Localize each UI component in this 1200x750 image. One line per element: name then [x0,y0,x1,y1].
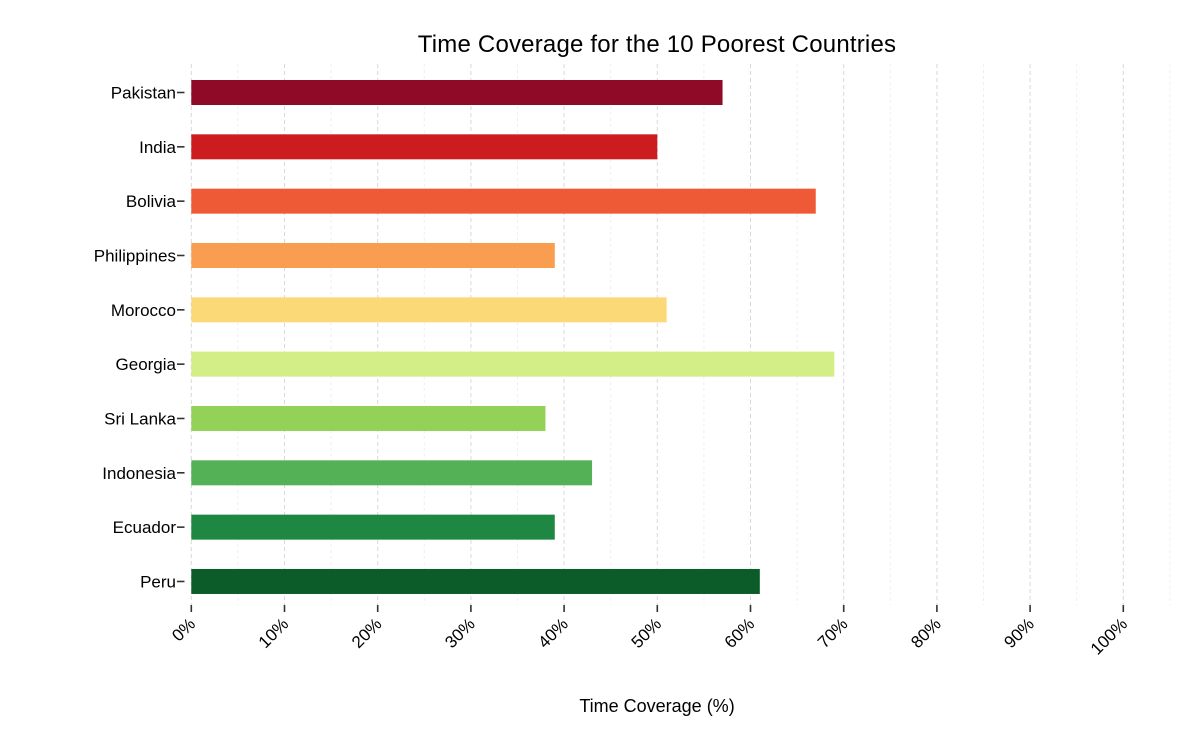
y-axis-label: Sri Lanka [104,409,176,428]
x-axis-tick-label: 10% [255,614,292,651]
x-axis-tick-label: 70% [814,614,851,651]
y-axis-label: Georgia [116,355,177,374]
x-axis-title: Time Coverage (%) [579,696,735,716]
x-axis-tick-label: 60% [721,614,758,651]
y-axis-label: Bolivia [126,192,177,211]
bar-philippines [191,242,555,268]
x-axis-tick-label: 40% [534,614,571,651]
x-axis-tick-label: 0% [168,614,199,645]
x-axis-tick-label: 90% [1000,614,1037,651]
x-axis-tick-label: 30% [441,614,478,651]
y-axis-label: Ecuador [113,518,177,537]
x-axis-tick-label: 50% [628,614,665,651]
y-axis-label: Peru [140,572,176,591]
y-axis-label: Indonesia [102,464,176,483]
chart-title: Time Coverage for the 10 Poorest Countri… [417,31,897,58]
bar-morocco [191,297,667,323]
y-axis-label: India [139,138,176,157]
bar-pakistan [191,80,723,105]
bar-india [191,134,658,160]
y-axis-label: Morocco [111,301,176,320]
bar-georgia [191,351,835,377]
x-axis-tick-label: 80% [907,614,944,651]
y-axis-label: Philippines [94,246,176,265]
bar-bolivia [191,188,816,214]
bar-ecuador [191,514,555,540]
y-axis-label: Pakistan [111,84,176,103]
x-axis-tick-label: 100% [1087,614,1131,658]
bar-indonesia [191,460,593,486]
x-axis-tick-label: 20% [348,614,385,651]
bar-sri-lanka [191,405,546,431]
bar-peru [191,568,760,594]
